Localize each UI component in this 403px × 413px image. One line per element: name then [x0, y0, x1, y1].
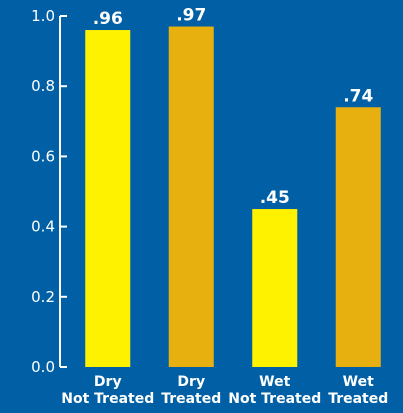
x-category-label: Treated: [161, 391, 221, 407]
y-tick-label: 1.0: [31, 7, 55, 25]
x-category-label: Not Treated: [61, 391, 154, 407]
data-label: .45: [260, 188, 290, 208]
bar: [168, 26, 214, 368]
x-category-label: Dry: [94, 374, 122, 390]
y-tick-label: 0.8: [31, 77, 55, 95]
data-label: .97: [176, 6, 206, 26]
data-label: .74: [343, 86, 373, 106]
data-label: .96: [93, 9, 123, 29]
bar: [252, 209, 298, 367]
x-category-label: Dry: [177, 374, 205, 390]
y-tick-label: 0.0: [31, 358, 55, 376]
y-tick-label: 0.4: [31, 218, 55, 236]
x-category-label: Not Treated: [228, 391, 321, 407]
y-tick-label: 0.6: [31, 147, 55, 165]
x-category-label: Treated: [328, 391, 388, 407]
bar: [85, 30, 131, 367]
x-category-label: Wet: [259, 374, 290, 390]
x-category-label: Wet: [343, 374, 374, 390]
y-tick-label: 0.2: [31, 288, 55, 306]
bar: [335, 107, 381, 367]
